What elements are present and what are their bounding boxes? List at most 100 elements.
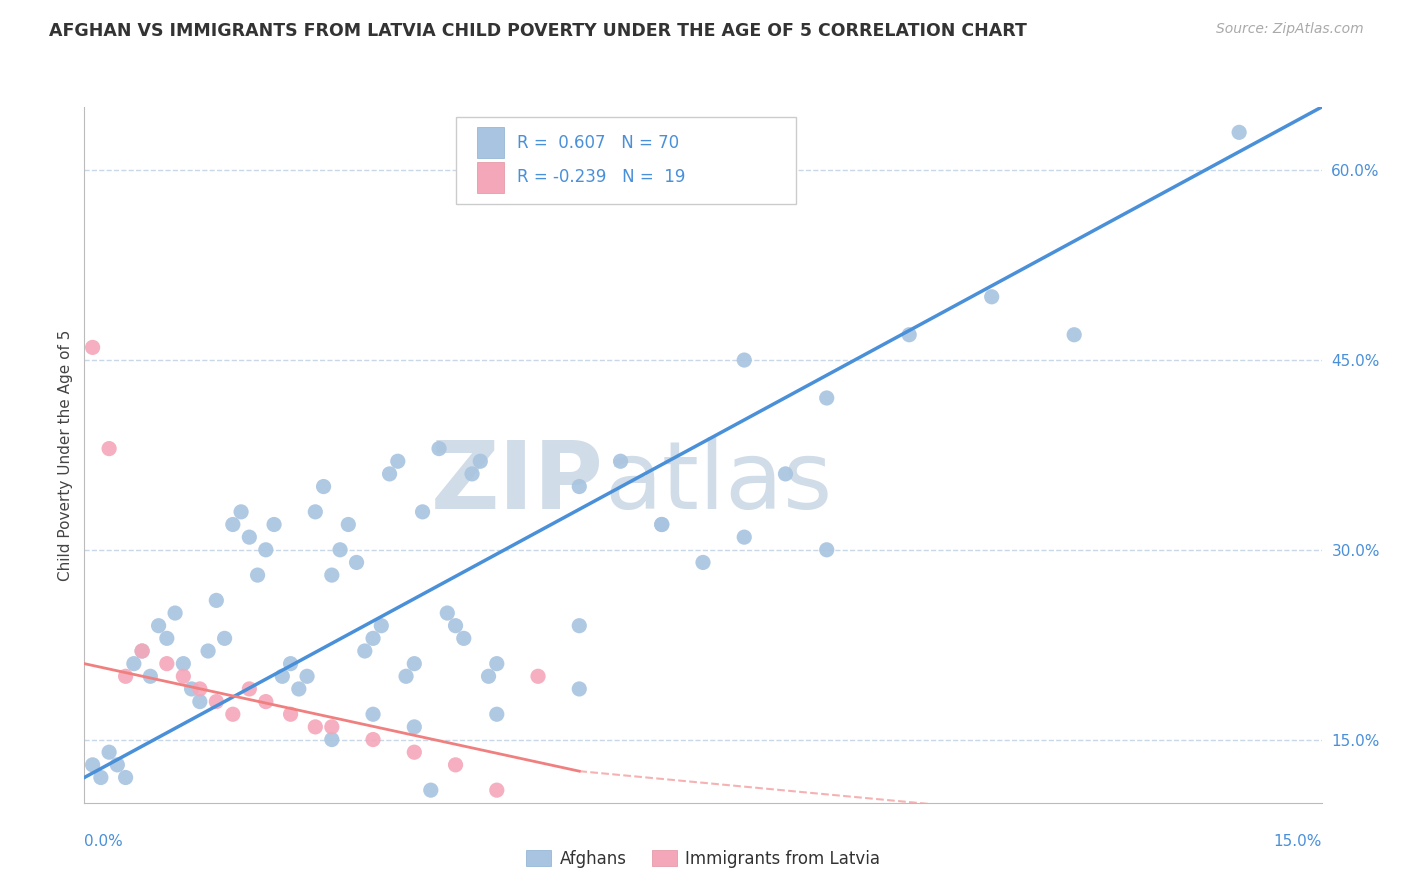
Point	[131, 644, 153, 658]
Point	[568, 618, 591, 632]
Point	[444, 757, 467, 772]
Point	[98, 745, 121, 759]
Point	[263, 517, 285, 532]
Point	[485, 707, 508, 722]
Point	[165, 606, 187, 620]
Point	[485, 657, 508, 671]
Point	[114, 771, 136, 785]
Point	[461, 467, 484, 481]
Point	[453, 632, 475, 646]
Point	[568, 681, 591, 696]
Text: 0.0%: 0.0%	[84, 834, 124, 849]
Point	[412, 505, 434, 519]
Point	[609, 454, 631, 468]
Point	[172, 669, 194, 683]
Point	[214, 632, 236, 646]
Point	[387, 454, 409, 468]
Point	[337, 517, 360, 532]
Point	[321, 720, 343, 734]
Point	[82, 340, 104, 354]
Point	[733, 530, 755, 544]
Point	[172, 657, 194, 671]
Bar	[477, 128, 503, 158]
Point	[651, 517, 673, 532]
Point	[692, 556, 714, 570]
Point	[321, 568, 343, 582]
Text: atlas: atlas	[605, 437, 832, 529]
Point	[312, 479, 335, 493]
Point	[361, 632, 384, 646]
Text: 15.0%: 15.0%	[1274, 834, 1322, 849]
Point	[378, 467, 401, 481]
Point	[980, 290, 1002, 304]
Point	[470, 454, 492, 468]
Point	[188, 695, 211, 709]
Point	[304, 505, 326, 519]
Text: AFGHAN VS IMMIGRANTS FROM LATVIA CHILD POVERTY UNDER THE AGE OF 5 CORRELATION CH: AFGHAN VS IMMIGRANTS FROM LATVIA CHILD P…	[49, 22, 1028, 40]
Point	[1227, 125, 1250, 139]
Point	[304, 720, 326, 734]
Point	[1063, 327, 1085, 342]
Point	[419, 783, 441, 797]
Text: R =  0.607   N = 70: R = 0.607 N = 70	[517, 134, 679, 152]
Point	[288, 681, 311, 696]
FancyBboxPatch shape	[456, 118, 796, 204]
Point	[436, 606, 458, 620]
Point	[238, 530, 260, 544]
Point	[346, 556, 368, 570]
Point	[188, 681, 211, 696]
Point	[156, 657, 179, 671]
Point	[98, 442, 121, 456]
Point	[139, 669, 162, 683]
Point	[238, 681, 260, 696]
Point	[82, 757, 104, 772]
Point	[427, 442, 450, 456]
Point	[197, 644, 219, 658]
Point	[361, 707, 384, 722]
Point	[254, 695, 277, 709]
Point	[246, 568, 269, 582]
Y-axis label: Child Poverty Under the Age of 5: Child Poverty Under the Age of 5	[58, 329, 73, 581]
Point	[353, 644, 375, 658]
Point	[148, 618, 170, 632]
Text: ZIP: ZIP	[432, 437, 605, 529]
Point	[444, 618, 467, 632]
Point	[321, 732, 343, 747]
Point	[254, 542, 277, 557]
Text: R = -0.239   N =  19: R = -0.239 N = 19	[517, 169, 686, 186]
Point	[395, 669, 418, 683]
Text: Source: ZipAtlas.com: Source: ZipAtlas.com	[1216, 22, 1364, 37]
Point	[527, 669, 550, 683]
Point	[280, 657, 302, 671]
Point	[271, 669, 294, 683]
Point	[485, 783, 508, 797]
Point	[222, 517, 245, 532]
Bar	[477, 162, 503, 193]
Point	[205, 695, 228, 709]
Point	[156, 632, 179, 646]
Point	[477, 669, 499, 683]
Point	[90, 771, 112, 785]
Point	[651, 517, 673, 532]
Point	[131, 644, 153, 658]
Point	[122, 657, 145, 671]
Point	[815, 542, 838, 557]
Point	[568, 479, 591, 493]
Point	[361, 732, 384, 747]
Point	[295, 669, 318, 683]
Point	[370, 618, 392, 632]
Point	[205, 593, 228, 607]
Point	[280, 707, 302, 722]
Point	[775, 467, 797, 481]
Point	[114, 669, 136, 683]
Point	[404, 720, 426, 734]
Legend: Afghans, Immigrants from Latvia: Afghans, Immigrants from Latvia	[519, 843, 887, 874]
Point	[733, 353, 755, 368]
Point	[229, 505, 252, 519]
Point	[105, 757, 128, 772]
Point	[815, 391, 838, 405]
Point	[404, 657, 426, 671]
Point	[898, 327, 921, 342]
Point	[222, 707, 245, 722]
Point	[404, 745, 426, 759]
